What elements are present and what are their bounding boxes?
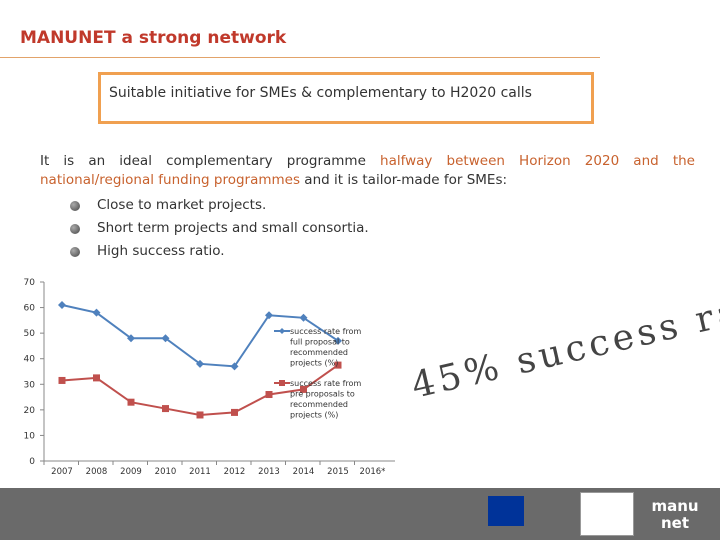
y-tick-label: 30: [24, 380, 36, 390]
intro-paragraph: It is an ideal complementary programme h…: [40, 152, 695, 190]
data-point: [161, 334, 170, 343]
data-point: [127, 334, 135, 343]
bullet-dot-icon: [70, 200, 80, 211]
data-point: [334, 336, 342, 345]
success-rate-chart: 0 10 20 30 40 50 60 70 2007 2008 2009 2010 2011 2012 2…: [24, 278, 395, 477]
data-point: [230, 362, 239, 371]
manunet-logo-line: net: [660, 514, 690, 532]
title-divider: [0, 57, 600, 58]
intro-text-2: and it is tailor-made for SMEs:: [300, 172, 508, 188]
x-tick-label: 2016*: [360, 467, 386, 477]
x-tick-label: 2010: [155, 467, 177, 477]
x-tick-label: 2008: [86, 467, 108, 477]
bullet-item: Short term projects and small consortia.: [70, 217, 369, 240]
data-point: [265, 311, 273, 320]
y-tick-label: 0: [29, 457, 35, 467]
y-tick-label: 20: [24, 406, 36, 416]
data-point: [334, 361, 342, 369]
data-point: [127, 398, 135, 406]
x-tick-label: 2007: [51, 467, 73, 477]
y-tick-label: 10: [24, 431, 36, 441]
data-point: [162, 405, 169, 413]
data-point: [196, 411, 204, 419]
slogan-text: 45% success rate: [410, 290, 720, 407]
highlight-box: Suitable initiative for SMEs & complemen…: [98, 72, 594, 124]
bullet-text: High success ratio.: [97, 243, 225, 259]
data-point: [58, 376, 66, 384]
x-tick-label: 2011: [189, 467, 211, 477]
data-point: [196, 359, 204, 368]
manunet-logo: manu net: [640, 488, 710, 540]
intro-highlight: halfway between Horizon 2020 and the nat…: [40, 153, 695, 188]
legend-label: success rate from pre proposals to recomme…: [290, 379, 361, 420]
x-tick-label: 2013: [258, 467, 280, 477]
y-tick-label: 40: [24, 355, 36, 365]
data-point: [58, 301, 66, 310]
bullet-dot-icon: [70, 223, 80, 234]
manunet-logo-line: manu: [651, 497, 699, 515]
data-point: [300, 385, 307, 393]
data-point: [299, 313, 308, 322]
slide-title: MANUNET a strong network: [20, 28, 287, 48]
data-point: [93, 374, 100, 382]
bullet-text: Short term projects and small consortia.: [97, 220, 369, 236]
fp7-logo-icon: [580, 492, 634, 536]
y-tick-label: 60: [24, 304, 36, 314]
legend-marker: [279, 380, 285, 386]
bullet-list: Close to market projects. Short term pro…: [70, 194, 369, 263]
success-rate-slogan: 45% success rate: [410, 290, 720, 407]
legend-label: success rate from full proposal to recomme…: [290, 327, 361, 368]
eu-flag-icon: [488, 496, 524, 526]
y-tick-label: 50: [24, 329, 36, 339]
intro-text-1: It is an ideal complementary programme: [40, 153, 381, 169]
bullet-dot-icon: [70, 246, 80, 257]
data-point: [265, 391, 273, 399]
data-point: [92, 308, 101, 317]
y-tick-label: 70: [24, 278, 36, 288]
x-tick-label: 2012: [224, 467, 246, 477]
bullet-item: High success ratio.: [70, 240, 369, 263]
x-tick-label: 2014: [293, 467, 315, 477]
data-point: [231, 408, 238, 416]
x-tick-label: 2015: [327, 467, 349, 477]
legend-marker: [279, 328, 285, 334]
bullet-item: Close to market projects.: [70, 194, 369, 217]
x-tick-label: 2009: [120, 467, 142, 477]
highlight-box-text: Suitable initiative for SMEs & complemen…: [109, 85, 532, 101]
bullet-text: Close to market projects.: [97, 197, 267, 213]
